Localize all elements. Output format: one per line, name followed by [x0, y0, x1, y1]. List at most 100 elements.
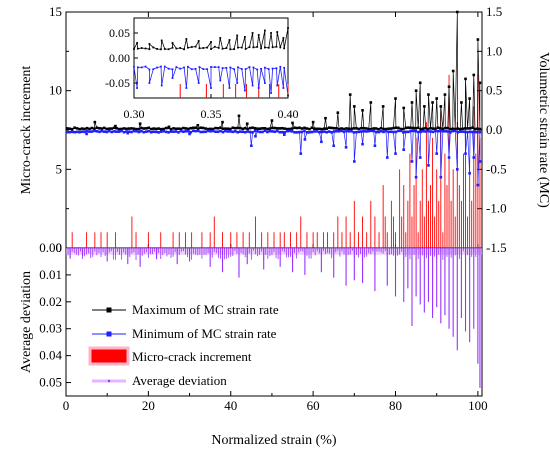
min-mc-point — [196, 129, 200, 133]
min-mc-point — [352, 131, 356, 134]
min-mc-point — [322, 130, 326, 133]
min-mc-point — [476, 130, 479, 134]
max-mc-point — [414, 127, 417, 130]
max-mc-point — [458, 127, 462, 131]
max-mc-point — [471, 126, 474, 130]
inset-min-point — [190, 68, 193, 71]
max-mc-point — [258, 127, 262, 130]
inset-min-point — [219, 79, 222, 82]
max-mc-point — [295, 126, 299, 130]
max-mc-point — [95, 126, 99, 130]
inset-max-point — [210, 41, 212, 43]
inset-max-point — [252, 46, 255, 49]
min-mc-point — [436, 129, 440, 133]
inset-max-point — [194, 45, 197, 48]
max-mc-point — [268, 127, 272, 130]
min-mc-point — [233, 130, 237, 133]
min-mc-point — [201, 130, 205, 134]
top-left-axis: 0 5 10 15 — [49, 4, 71, 255]
inset-min-point — [276, 84, 279, 87]
max-mc-point — [105, 127, 109, 131]
max-mc-point — [439, 105, 443, 108]
max-mc-point — [209, 127, 212, 131]
min-mc-point — [145, 130, 148, 133]
max-mc-point — [80, 127, 84, 130]
min-mc-point — [402, 148, 406, 151]
inset-min-point — [260, 67, 262, 70]
max-mc-point — [305, 127, 309, 130]
min-mc-point — [394, 130, 398, 134]
min-mc-point — [152, 130, 156, 134]
min-mc-point — [172, 130, 175, 133]
min-mc-point — [472, 156, 476, 159]
bottom-tick-label: 0.04 — [39, 348, 62, 363]
min-mc-point — [162, 129, 165, 133]
min-mc-point — [453, 129, 457, 133]
max-mc-point — [387, 127, 390, 131]
min-mc-point — [332, 144, 336, 148]
min-mc-point — [278, 130, 282, 134]
min-mc-point — [389, 130, 393, 134]
max-mc-point — [414, 89, 418, 92]
max-mc-point — [361, 109, 364, 112]
max-mc-point — [350, 127, 353, 131]
max-mc-point — [169, 127, 173, 131]
min-mc-point — [226, 130, 230, 133]
max-mc-point — [266, 127, 269, 131]
inset-max-point — [270, 32, 272, 34]
min-mc-point — [254, 134, 257, 138]
inset-max-point — [264, 46, 266, 49]
inset-min-point — [217, 66, 220, 68]
max-mc-point — [318, 127, 321, 131]
max-mc-point — [83, 127, 86, 131]
top-left-tick-label: 0 — [56, 240, 63, 255]
inset-min-line — [133, 65, 289, 96]
min-mc-point — [273, 130, 277, 134]
bottom-tick-label: 0.05 — [39, 375, 62, 390]
inset-max-point — [264, 29, 266, 32]
min-mc-point — [214, 130, 217, 134]
min-mc-point — [421, 129, 425, 133]
min-mc-point — [112, 130, 116, 133]
inset-min-point — [271, 67, 274, 70]
inset-y-tick-label: 0.00 — [109, 51, 130, 65]
max-mc-point — [300, 127, 304, 130]
min-mc-point — [80, 130, 84, 134]
inset-max-point — [275, 45, 278, 48]
inset-max-point — [185, 38, 188, 40]
max-mc-point — [214, 126, 217, 130]
x-tick-label: 60 — [307, 398, 320, 413]
min-mc-point — [122, 130, 126, 134]
max-mc-point — [324, 116, 327, 120]
max-mc-point — [233, 126, 237, 130]
inset-min-point — [160, 65, 162, 68]
min-mc-point — [73, 130, 76, 134]
min-mc-point — [177, 131, 180, 134]
max-mc-point — [219, 126, 222, 129]
right-axis-label: Volumetric strain rate (MC) — [536, 52, 550, 208]
min-mc-point — [288, 129, 291, 133]
min-mc-point — [461, 130, 464, 133]
inset-max-point — [152, 46, 155, 49]
inset-max-point — [206, 46, 209, 49]
min-mc-point — [345, 129, 348, 133]
inset-max-point — [236, 34, 239, 37]
min-mc-point — [285, 129, 289, 133]
min-mc-point — [308, 131, 311, 134]
inset-min-point — [256, 68, 259, 71]
top-right-axis: -1.5 -1.0 -0.5 0.0 0.5 1.0 1.5 — [477, 4, 507, 255]
min-mc-point — [219, 129, 222, 133]
max-mc-point — [122, 127, 126, 130]
min-mc-point — [188, 132, 191, 136]
inset-max-point — [248, 46, 251, 49]
top-left-tick-label: 15 — [49, 4, 62, 19]
min-mc-point — [65, 130, 69, 134]
inset-min-point — [133, 65, 135, 68]
bottom-panel-frame — [65, 247, 483, 397]
max-mc-point — [342, 127, 346, 131]
min-mc-point — [455, 168, 459, 171]
max-mc-point — [127, 127, 131, 130]
max-mc-point — [120, 127, 123, 131]
min-mc-point — [332, 130, 336, 133]
